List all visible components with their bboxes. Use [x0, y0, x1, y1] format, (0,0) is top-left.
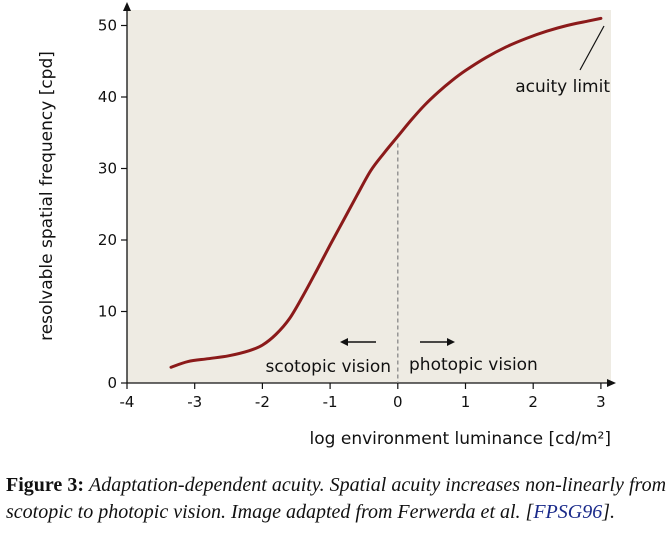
- caption-label: Figure 3:: [6, 474, 84, 496]
- caption-text: Adaptation-dependent acuity. Spatial acu…: [6, 474, 667, 523]
- y-tick-label: 40: [98, 88, 117, 106]
- scotopic-arrow: [340, 338, 376, 346]
- acuity-limit-leader-line: [579, 25, 605, 71]
- x-tick-label: 3: [596, 393, 606, 411]
- y-tick-label: 0: [107, 374, 117, 392]
- x-tick-label: -4: [120, 393, 135, 411]
- photopic-arrow: [420, 338, 455, 346]
- axes: [123, 2, 616, 387]
- y-tick-label: 20: [98, 231, 117, 249]
- scotopic-vision-label: scotopic vision: [266, 357, 391, 377]
- x-tick-label: 2: [528, 393, 538, 411]
- caption-suffix: ].: [602, 501, 616, 523]
- x-tick-label: -3: [187, 393, 202, 411]
- photopic-vision-label: photopic vision: [409, 355, 538, 375]
- y-axis-arrowhead: [123, 2, 131, 11]
- plot-background: [127, 10, 611, 383]
- caption-citation-link[interactable]: FPSG96: [533, 501, 603, 523]
- y-tick-label: 10: [98, 303, 117, 321]
- right-arrow-head: [447, 338, 455, 346]
- x-axis-title: log environment luminance [cd/m²]: [310, 429, 611, 449]
- left-arrow-head: [340, 338, 348, 346]
- acuity-limit-label: acuity limit: [515, 77, 610, 97]
- y-axis-title: resolvable spatial frequency [cpd]: [37, 51, 57, 341]
- y-tick-label: 30: [98, 160, 117, 178]
- figure-caption: Figure 3: Adaptation-dependent acuity. S…: [6, 472, 666, 526]
- x-tick-label: 0: [393, 393, 403, 411]
- x-tick-label: 1: [461, 393, 471, 411]
- x-tick-label: -2: [255, 393, 270, 411]
- y-tick-label: 50: [98, 17, 117, 35]
- x-tick-label: -1: [323, 393, 338, 411]
- x-axis-arrowhead: [607, 379, 616, 387]
- acuity-curve: [169, 16, 603, 369]
